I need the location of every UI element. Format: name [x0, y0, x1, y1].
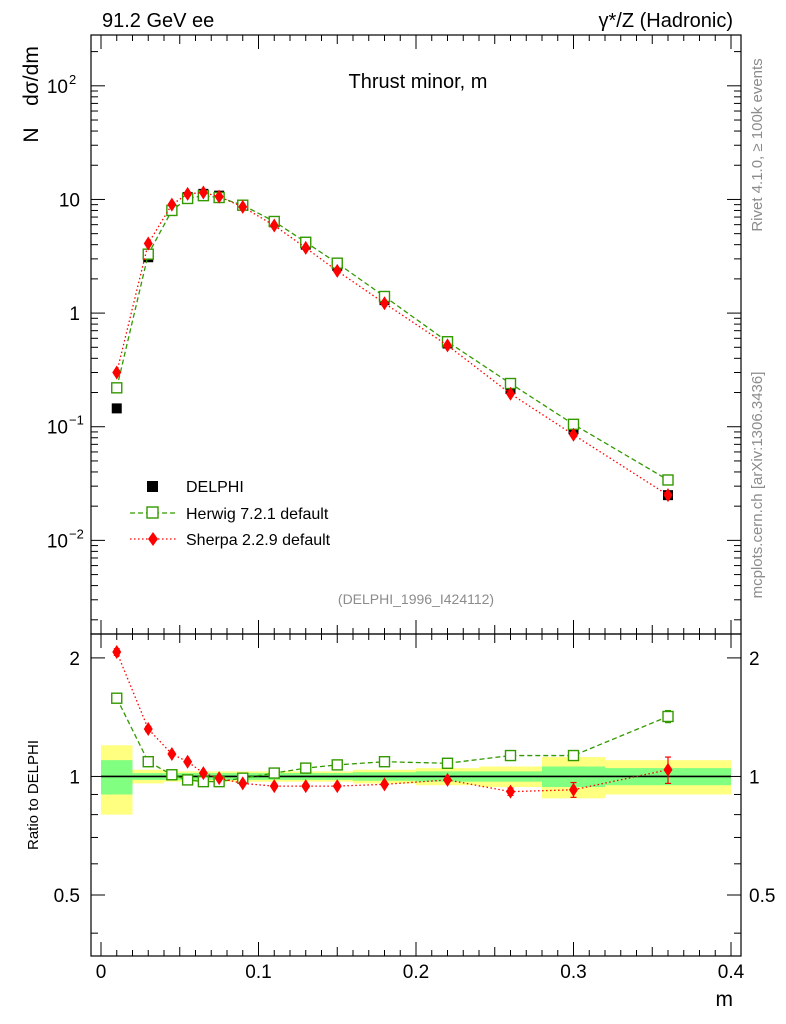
chart-title: Thrust minor, m — [349, 71, 488, 93]
ratio-point-sherpa-2-2-9-default — [167, 747, 177, 762]
reference-label: (DELPHI_1996_I424112) — [338, 591, 494, 607]
x-tick-label: 0 — [96, 962, 107, 983]
ratio-point-herwig-7-2-1-default — [300, 762, 312, 774]
ratio-point-herwig-7-2-1-default — [662, 710, 674, 723]
ratio-point-herwig-7-2-1-default — [166, 769, 178, 781]
y-axis-label-n: N — [20, 127, 43, 142]
legend-marker-delphi — [147, 481, 158, 492]
data-point-sherpa-2-2-9-default — [238, 199, 248, 214]
ratio-point-sherpa-2-2-9-default — [380, 777, 389, 792]
data-point-sherpa-2-2-9-default — [112, 365, 122, 380]
data-point-sherpa-2-2-9-default — [167, 197, 177, 212]
series-line-sherpa-2-2-9-default — [116, 191, 669, 496]
ratio-point-herwig-7-2-1-default — [142, 756, 154, 768]
ratio-y-tick-label-right: 2 — [749, 649, 760, 670]
ratio-point-sherpa-2-2-9-default — [143, 721, 153, 736]
data-point-delphi — [111, 403, 122, 414]
data-point-herwig-7-2-1-default — [111, 382, 123, 394]
data-point-sherpa-2-2-9-default — [569, 427, 578, 442]
data-point-herwig-7-2-1-default — [142, 248, 154, 260]
legend: DELPHI Herwig 7.2.1 default Sherpa 2.2.9… — [130, 479, 331, 549]
ratio-point-sherpa-2-2-9-default — [506, 784, 515, 799]
data-point-sherpa-2-2-9-default — [198, 185, 208, 200]
ratio-panel-series — [111, 645, 674, 799]
y-axis-label-dsigma: dσ/dm — [20, 46, 43, 106]
y-tick-label: 10 — [47, 77, 68, 98]
main-panel-series — [111, 185, 674, 503]
ratio-point-sherpa-2-2-9-default — [112, 645, 122, 660]
ratio-point-sherpa-2-2-9-default — [301, 779, 311, 794]
x-tick-label: 0.1 — [245, 962, 271, 983]
ratio-y-tick-label: 0.5 — [54, 886, 80, 907]
ratio-point-herwig-7-2-1-default — [504, 749, 517, 762]
ratio-point-sherpa-2-2-9-default — [269, 779, 279, 794]
ratio-point-herwig-7-2-1-default — [378, 756, 391, 768]
data-point-sherpa-2-2-9-default — [332, 263, 342, 278]
data-point-sherpa-2-2-9-default — [143, 236, 153, 251]
process-label: γ*/Z (Hadronic) — [599, 10, 733, 32]
y-tick-label: 10 — [47, 531, 68, 552]
ratio-point-sherpa-2-2-9-default — [569, 782, 578, 797]
data-point-sherpa-2-2-9-default — [506, 386, 515, 401]
y-tick-label: 10 — [47, 418, 68, 439]
ratio-y-tick-label: 2 — [69, 649, 80, 670]
ratio-point-herwig-7-2-1-default — [181, 774, 194, 786]
ratio-point-herwig-7-2-1-default — [441, 757, 454, 769]
data-point-sherpa-2-2-9-default — [214, 189, 224, 204]
ratio-point-sherpa-2-2-9-default — [443, 772, 452, 787]
ratio-point-herwig-7-2-1-default — [268, 767, 280, 779]
ratio-point-herwig-7-2-1-default — [331, 759, 343, 771]
data-point-sherpa-2-2-9-default — [183, 186, 193, 201]
y-tick-label-exponent: −2 — [69, 526, 84, 541]
y-tick-label-exponent: −1 — [69, 413, 84, 428]
series-line-herwig-7-2-1-default — [116, 194, 669, 481]
ratio-point-sherpa-2-2-9-default — [238, 776, 248, 791]
x-tick-label: 0.2 — [403, 962, 429, 983]
mcplots-label: mcplots.cern.ch [arXiv:1306.3436] — [749, 372, 766, 599]
y-tick-label: 10 — [59, 190, 80, 211]
ratio-y-tick-label-right: 1 — [749, 767, 760, 788]
data-point-sherpa-2-2-9-default — [663, 488, 673, 503]
ratio-frame — [90, 633, 742, 957]
ratio-point-sherpa-2-2-9-default — [198, 766, 208, 781]
x-tick-label: 0.3 — [560, 962, 586, 983]
y-tick-label: 1 — [69, 304, 80, 325]
rivet-version-label: Rivet 4.1.0, ≥ 100k events — [749, 58, 766, 231]
ratio-point-sherpa-2-2-9-default — [183, 754, 193, 769]
legend-label-sherpa: Sherpa 2.2.9 default — [186, 532, 331, 549]
legend-label-delphi: DELPHI — [186, 479, 244, 496]
legend-marker-sherpa — [148, 532, 158, 546]
ratio-uncertainty-band — [101, 745, 731, 815]
ratio-panel-axes: 0 0.1 0.2 0.3 0.4 0.5 0.5 1 1 2 2 — [54, 633, 775, 983]
legend-label-herwig: Herwig 7.2.1 default — [186, 506, 329, 523]
data-point-herwig-7-2-1-default — [662, 474, 674, 486]
ratio-point-sherpa-2-2-9-default — [332, 779, 342, 794]
ratio-y-tick-label: 1 — [69, 767, 80, 788]
x-tick-label: 0.4 — [718, 962, 745, 983]
ratio-point-sherpa-2-2-9-default — [663, 762, 673, 777]
data-point-sherpa-2-2-9-default — [380, 296, 389, 311]
data-point-sherpa-2-2-9-default — [443, 338, 452, 353]
ratio-point-herwig-7-2-1-default — [567, 749, 580, 762]
data-point-sherpa-2-2-9-default — [269, 218, 279, 233]
ratio-y-axis-label: Ratio to DELPHI — [25, 740, 42, 850]
y-tick-label-exponent: 2 — [69, 72, 76, 87]
x-axis-label: m — [716, 988, 734, 1011]
legend-marker-herwig — [146, 506, 159, 519]
ratio-point-sherpa-2-2-9-default — [214, 771, 224, 786]
band-inner-bin — [101, 760, 133, 795]
ratio-point-herwig-7-2-1-default — [111, 692, 123, 704]
data-point-sherpa-2-2-9-default — [301, 240, 311, 255]
ratio-y-tick-label-right: 0.5 — [749, 886, 775, 907]
energy-label: 91.2 GeV ee — [102, 10, 214, 32]
